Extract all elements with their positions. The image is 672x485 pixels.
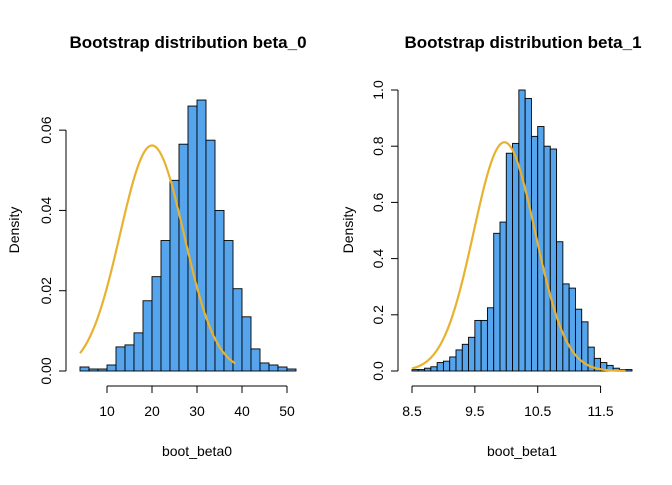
normal-density-curve xyxy=(411,141,626,372)
histogram-bar xyxy=(223,240,234,372)
axes: 8.5 9.5 10.5 11.5 0.0 0.2 0.4 0.6 0.8 1.0 xyxy=(370,80,614,419)
histogram-bar xyxy=(133,332,144,372)
axes: 10 20 30 40 50 0.00 0.02 0.04 0.06 xyxy=(38,116,295,419)
y-tick-label: 0.04 xyxy=(38,197,54,224)
histogram-panel-beta1: Bootstrap distribution beta_1 boot_beta1… xyxy=(340,33,642,459)
x-tick-label: 10.5 xyxy=(524,403,551,419)
histogram-bar xyxy=(277,366,288,372)
x-tick-label: 30 xyxy=(189,403,205,419)
histogram-bar xyxy=(474,319,482,372)
y-tick-label: 0.00 xyxy=(38,357,54,384)
y-tick-label: 1.0 xyxy=(370,80,386,100)
histogram-bar xyxy=(88,368,99,372)
x-tick-label: 8.5 xyxy=(402,403,422,419)
histogram-bar xyxy=(151,276,162,372)
chart-title: Bootstrap distribution beta_0 xyxy=(69,33,306,52)
histogram-bar xyxy=(411,369,419,372)
histogram-bar xyxy=(115,346,126,372)
histogram-bar xyxy=(417,369,426,372)
density-curve-layer xyxy=(411,141,626,372)
histogram-bar xyxy=(442,360,451,372)
x-tick-label: 40 xyxy=(234,403,250,419)
y-tick-label: 0.4 xyxy=(370,249,386,269)
x-axis-label: boot_beta1 xyxy=(487,443,557,459)
y-tick-label: 0.0 xyxy=(370,361,386,381)
histogram-bar xyxy=(518,89,526,372)
x-tick-label: 20 xyxy=(144,403,160,419)
x-tick-label: 10 xyxy=(99,403,115,419)
histogram-bar xyxy=(524,97,532,372)
x-tick-label: 9.5 xyxy=(465,403,485,419)
histogram-panel-beta0: Bootstrap distribution beta_0 boot_beta0… xyxy=(6,33,307,459)
histogram-bars xyxy=(79,99,297,372)
histogram-bar xyxy=(250,348,261,372)
histogram-bar xyxy=(160,240,171,372)
histogram-bar xyxy=(142,300,153,372)
y-tick-label: 0.02 xyxy=(38,277,54,304)
histogram-bar xyxy=(196,99,207,372)
histogram-bar xyxy=(556,241,564,372)
x-axis-label: boot_beta0 xyxy=(162,443,232,459)
histogram-bar xyxy=(436,362,444,372)
histogram-bar xyxy=(268,364,279,372)
histogram-bar xyxy=(455,349,463,372)
y-tick-label: 0.8 xyxy=(370,136,386,156)
histogram-bar xyxy=(530,135,539,372)
histogram-bar xyxy=(286,368,297,372)
histogram-bar xyxy=(259,362,270,372)
density-curve-layer xyxy=(79,144,236,365)
y-tick-label: 0.06 xyxy=(38,116,54,143)
y-tick-label: 0.6 xyxy=(370,192,386,212)
histogram-bar xyxy=(461,343,470,372)
histogram-bar xyxy=(124,344,135,372)
histogram-bar xyxy=(241,316,252,372)
normal-density-curve xyxy=(79,144,236,365)
histogram-bar xyxy=(480,319,488,372)
histogram-bar xyxy=(493,232,501,372)
x-tick-label: 50 xyxy=(279,403,295,419)
histogram-bar xyxy=(468,336,476,372)
histogram-bar xyxy=(97,368,108,372)
y-tick-label: 0.2 xyxy=(370,305,386,325)
histogram-bar xyxy=(505,152,514,372)
histogram-bar xyxy=(178,143,189,372)
histogram-bar xyxy=(449,356,457,372)
histogram-bar xyxy=(512,142,520,372)
histogram-bar xyxy=(562,283,570,372)
histogram-bar xyxy=(424,367,432,372)
y-axis-label: Density xyxy=(340,207,356,254)
x-tick-label: 11.5 xyxy=(587,403,613,419)
histogram-bar xyxy=(232,288,243,372)
histogram-bar xyxy=(549,148,558,372)
histogram-bar xyxy=(430,366,438,372)
histogram-bar xyxy=(486,307,495,372)
histogram-bar xyxy=(543,145,551,372)
histogram-bar xyxy=(79,366,90,372)
histogram-bar xyxy=(581,321,589,372)
histogram-bars xyxy=(411,89,633,372)
histogram-bar xyxy=(568,287,576,372)
histogram-bar xyxy=(187,105,198,372)
y-axis-label: Density xyxy=(6,207,22,254)
histogram-bar xyxy=(106,364,117,372)
histogram-bar xyxy=(625,369,633,372)
histogram-bar xyxy=(499,221,507,372)
chart-title: Bootstrap distribution beta_1 xyxy=(404,33,641,52)
